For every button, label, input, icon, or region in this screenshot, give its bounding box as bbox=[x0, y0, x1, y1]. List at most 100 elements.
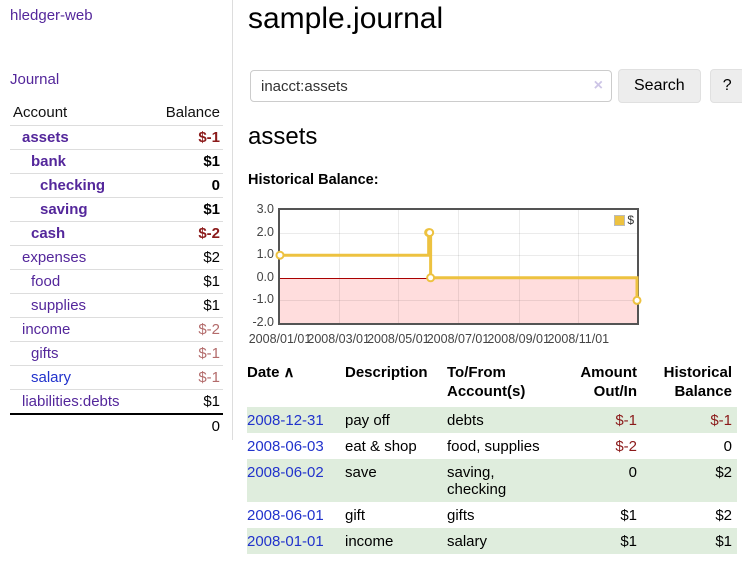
help-button[interactable]: ? bbox=[709, 69, 742, 103]
sidebar-account-row: expenses $2 bbox=[10, 245, 223, 270]
account-link-cash[interactable]: cash bbox=[31, 225, 66, 242]
y-axis-tick-label: -2.0 bbox=[252, 315, 274, 329]
gridline bbox=[280, 300, 637, 302]
gridline bbox=[398, 210, 400, 323]
legend-swatch-icon bbox=[614, 214, 626, 226]
transaction-date-link[interactable]: 2008-01-01 bbox=[247, 533, 324, 550]
y-axis-tick-label: 2.0 bbox=[256, 224, 274, 239]
transaction-balance: $2 bbox=[715, 464, 732, 481]
chart-series bbox=[275, 228, 642, 305]
sidebar-account-row: bank $1 bbox=[10, 149, 223, 174]
legend-label: $ bbox=[627, 213, 634, 227]
balance-line bbox=[280, 231, 639, 301]
sidebar-account-row: assets $-1 bbox=[10, 125, 223, 150]
sidebar-accounts-body: assets $-1 bank $1 checking 0 saving $1 cash $-2 e… bbox=[10, 125, 223, 414]
account-balance: $1 bbox=[148, 149, 223, 174]
sidebar-account-row: food $1 bbox=[10, 269, 223, 294]
account-link-expenses[interactable]: expenses bbox=[22, 249, 87, 266]
transaction-amount: $-1 bbox=[615, 412, 637, 429]
transaction-accounts: saving, checking bbox=[447, 464, 507, 498]
chart-plot-inner bbox=[275, 210, 642, 323]
transaction-description: income bbox=[345, 533, 394, 550]
sidebar-account-row: liabilities:debts $1 bbox=[10, 389, 223, 414]
brand-link[interactable]: hledger-web bbox=[10, 7, 93, 24]
transaction-balance: $1 bbox=[715, 533, 732, 550]
transaction-accounts: debts bbox=[447, 412, 484, 429]
register-header-date[interactable]: Date ∧ bbox=[247, 364, 295, 381]
register-row: 2008-06-01 gift gifts $1 $2 bbox=[247, 502, 737, 528]
sidebar-account-row: saving $1 bbox=[10, 197, 223, 222]
transaction-accounts: gifts bbox=[447, 507, 475, 524]
account-balance: $1 bbox=[148, 197, 223, 222]
sort-up-icon: ∧ bbox=[283, 364, 295, 381]
gridline bbox=[338, 210, 340, 323]
page-title: sample.journal bbox=[248, 2, 444, 35]
clear-search-icon[interactable]: × bbox=[593, 77, 603, 94]
transaction-description: gift bbox=[345, 507, 366, 524]
x-axis-tick-label: 2008/01/01 bbox=[248, 332, 312, 346]
transaction-date-link[interactable]: 2008-06-03 bbox=[247, 438, 324, 455]
gridline bbox=[578, 210, 580, 323]
account-link-income[interactable]: income bbox=[22, 321, 71, 338]
account-link-bank[interactable]: bank bbox=[31, 153, 67, 170]
register-row: 2008-06-03 eat & shop food, supplies $-2 0 bbox=[247, 433, 737, 459]
account-link-food[interactable]: food bbox=[31, 273, 61, 290]
y-axis-tick-label: -1.0 bbox=[252, 292, 274, 307]
balance-chart: $ 3.0 2.0 1.0 0.0 -1.0 -2.0 2008/01/01 2008/03/… bbox=[248, 202, 648, 350]
transaction-accounts: food, supplies bbox=[447, 438, 540, 455]
sidebar-account-row: checking 0 bbox=[10, 173, 223, 198]
gridline bbox=[518, 210, 520, 323]
transaction-accounts: salary bbox=[447, 533, 488, 550]
transaction-balance: $2 bbox=[715, 507, 732, 524]
account-link-saving[interactable]: saving bbox=[40, 201, 88, 218]
sidebar: hledger-web Journal Account Balance asse… bbox=[0, 0, 233, 440]
transaction-date-link[interactable]: 2008-06-01 bbox=[247, 507, 324, 524]
register-header-accounts: To/From Account(s) bbox=[447, 364, 526, 400]
transaction-date-link[interactable]: 2008-12-31 bbox=[247, 412, 324, 429]
x-axis-tick-label: 2008/09/01 bbox=[487, 332, 550, 346]
account-link-liabilities-debts[interactable]: liabilities:debts bbox=[22, 393, 120, 410]
transaction-amount: $-2 bbox=[615, 438, 637, 455]
y-axis-tick-label: 1.0 bbox=[256, 247, 274, 262]
chart-legend: $ bbox=[614, 213, 634, 227]
sidebar-item-journal[interactable]: Journal bbox=[10, 71, 60, 88]
account-link-salary[interactable]: salary bbox=[31, 369, 72, 386]
sidebar-account-row: supplies $1 bbox=[10, 293, 223, 318]
transaction-description: save bbox=[345, 464, 377, 481]
account-balance: $-2 bbox=[148, 221, 223, 246]
sidebar-total-value: 0 bbox=[148, 413, 223, 438]
data-point-marker bbox=[425, 228, 435, 238]
sidebar-accounts-table: Account Balance assets $-1 bank $1 checking 0… bbox=[10, 101, 223, 438]
sidebar-account-row: cash $-2 bbox=[10, 221, 223, 246]
account-heading: assets bbox=[248, 123, 318, 150]
data-point-marker bbox=[275, 250, 285, 260]
search-input[interactable] bbox=[250, 70, 612, 102]
data-point-marker bbox=[426, 273, 436, 283]
account-balance: $2 bbox=[148, 245, 223, 270]
register-header-balance: Historical Balance bbox=[663, 364, 732, 400]
register-row: 2008-06-02 save saving, checking 0 $2 bbox=[247, 459, 737, 502]
x-axis-tick-label: 2008/07/01 bbox=[426, 332, 490, 346]
account-balance: $-2 bbox=[148, 317, 223, 342]
transaction-date-link[interactable]: 2008-06-02 bbox=[247, 464, 324, 481]
sidebar-account-row: gifts $-1 bbox=[10, 341, 223, 366]
sidebar-header-balance: Balance bbox=[165, 104, 220, 121]
account-balance: $1 bbox=[148, 293, 223, 318]
account-balance: 0 bbox=[148, 173, 223, 198]
transaction-description: pay off bbox=[345, 412, 390, 429]
x-axis-tick-label: 2008/05/01 bbox=[367, 332, 430, 346]
chart-plot: $ bbox=[275, 208, 642, 325]
account-link-assets[interactable]: assets bbox=[22, 129, 69, 146]
search-button[interactable]: Search bbox=[618, 69, 701, 103]
gridline bbox=[280, 232, 637, 234]
sidebar-account-row: salary $-1 bbox=[10, 365, 223, 390]
register-body: 2008-12-31 pay off debts $-1 $-1 2008-06-03 ea… bbox=[247, 407, 737, 554]
account-link-checking[interactable]: checking bbox=[40, 177, 106, 194]
account-link-gifts[interactable]: gifts bbox=[31, 345, 59, 362]
y-axis-tick-label: 0.0 bbox=[256, 269, 274, 284]
x-axis-tick-label: 2008/11/01 bbox=[547, 332, 610, 346]
account-link-supplies[interactable]: supplies bbox=[31, 297, 87, 314]
register-row: 2008-01-01 income salary $1 $1 bbox=[247, 528, 737, 554]
register-row: 2008-12-31 pay off debts $-1 $-1 bbox=[247, 407, 737, 433]
